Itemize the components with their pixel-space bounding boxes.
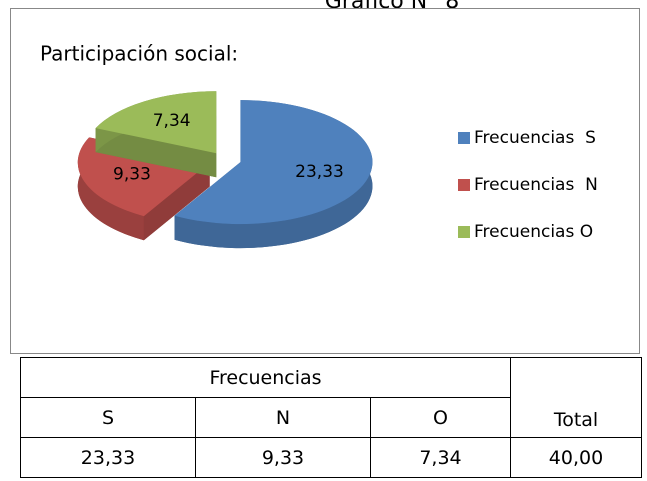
data-label: 7,34	[153, 111, 191, 131]
legend-swatch	[458, 226, 470, 238]
chart-border	[10, 8, 640, 354]
cell: 40,00	[510, 437, 642, 478]
pie: 23,33 9,33 7,34	[77, 91, 373, 249]
pie-slice	[174, 100, 373, 249]
cell: 9,33	[195, 437, 371, 478]
legend: Frecuencias S Frecuencias N Frecuencias O	[458, 128, 598, 242]
legend-label: Frecuencias O	[474, 222, 593, 242]
slice-top	[95, 91, 217, 154]
legend-swatch	[458, 179, 470, 191]
column-header: N	[195, 397, 371, 438]
data-label: 23,33	[295, 162, 344, 182]
slice-rim	[77, 137, 144, 241]
cell: 23,33	[20, 437, 196, 478]
column-header: Total	[510, 357, 642, 438]
legend-swatch	[458, 132, 470, 144]
pie-slice	[95, 91, 217, 178]
heading: Gráfico N° 8	[325, 0, 459, 14]
legend-label: Frecuencias S	[474, 128, 596, 148]
chart-title: Participación social:	[40, 42, 238, 66]
slice-side	[95, 91, 217, 178]
data-label: 9,33	[113, 164, 151, 184]
slice-top	[174, 100, 373, 225]
data-table: Frecuencias Total S N O 23,33 9,33 7,34 …	[20, 357, 642, 478]
column-header: S	[20, 397, 196, 438]
cell: 7,34	[370, 437, 511, 478]
group-header: Frecuencias	[20, 357, 511, 398]
legend-label: Frecuencias N	[474, 175, 598, 195]
column-header: O	[370, 397, 511, 438]
chart: Gráfico N° 8 Participación social: 23,33…	[10, 0, 640, 354]
